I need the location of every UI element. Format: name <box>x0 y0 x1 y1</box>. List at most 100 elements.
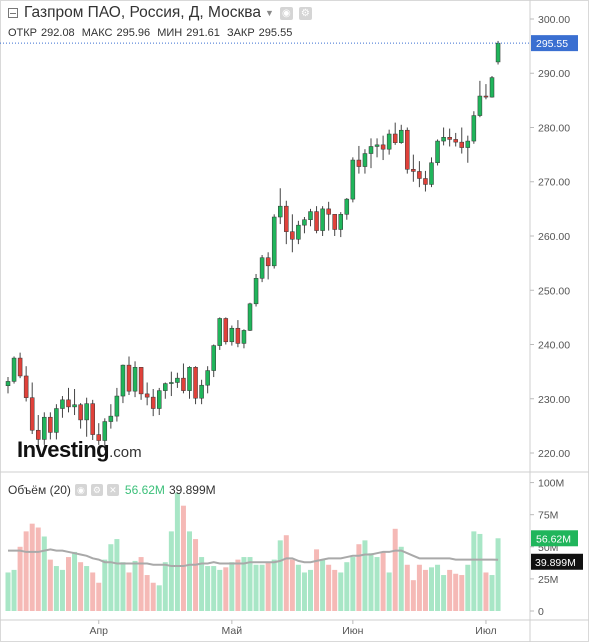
volume-bar <box>120 562 126 611</box>
volume-bar <box>59 569 65 611</box>
visibility-icon[interactable]: ◉ <box>74 484 87 496</box>
chevron-down-icon[interactable]: ▼ <box>264 8 274 18</box>
volume-bar <box>35 527 41 611</box>
volume-ma-line <box>8 548 499 568</box>
volume-bar <box>332 569 338 611</box>
candle-body <box>374 144 380 147</box>
volume-bar <box>132 560 138 611</box>
price-tick-label: 270.00 <box>538 177 570 189</box>
volume-bar <box>477 533 483 611</box>
volume-label: Объём (20) <box>8 483 71 497</box>
high-value: 295.96 <box>116 27 151 39</box>
candle-body <box>78 404 83 421</box>
candle-body <box>247 303 253 331</box>
candle-body <box>205 370 210 386</box>
candle-body <box>23 375 29 398</box>
candle-body <box>265 257 271 267</box>
candle-body <box>90 403 95 435</box>
close-label: ЗАКР <box>226 27 255 39</box>
candle-body <box>411 169 416 172</box>
volume-bar <box>193 539 199 611</box>
candle-body <box>181 377 186 391</box>
candle-body <box>229 327 235 343</box>
candle-body <box>259 257 265 279</box>
volume-tick-label: 100M <box>538 478 564 490</box>
candle-body <box>447 137 452 140</box>
candle-body <box>223 318 229 343</box>
candle-body <box>296 224 301 240</box>
candle-body <box>96 434 101 441</box>
candle-body <box>326 208 331 215</box>
volume-bar <box>174 492 180 611</box>
volume-bar <box>84 566 90 611</box>
candle-body <box>399 129 404 143</box>
candle-body <box>72 404 77 408</box>
volume-bar <box>356 544 362 611</box>
x-tick-label: Июл <box>475 625 496 637</box>
candle-body <box>163 383 168 391</box>
volume-bar <box>344 562 350 611</box>
x-tick-label: Июн <box>342 625 363 637</box>
volume-bar <box>489 575 495 611</box>
candle-body <box>211 345 216 371</box>
candle-body <box>5 381 11 386</box>
gear-icon[interactable]: ⚙ <box>298 6 312 20</box>
volume-bar <box>404 564 410 611</box>
collapse-icon[interactable] <box>8 8 18 18</box>
candle-body <box>417 171 422 179</box>
candle-body <box>320 208 325 231</box>
volume-bar <box>53 566 59 611</box>
close-icon[interactable]: ✕ <box>106 484 119 496</box>
volume-tick-label: 0 <box>538 606 544 618</box>
volume-bar <box>368 553 374 611</box>
candle-body <box>459 141 464 148</box>
candle-body <box>362 153 368 167</box>
candle-body <box>235 327 241 344</box>
volume-bar <box>235 559 241 611</box>
candle-body <box>441 137 446 142</box>
volume-legend: Объём (20) ◉ ⚙ ✕ 56.62M 39.899M <box>8 483 216 497</box>
volume-bar <box>392 528 398 611</box>
candle-body <box>302 219 307 226</box>
volume-ma-value: 39.899M <box>168 483 216 497</box>
candle-body <box>290 231 295 240</box>
candle-body <box>284 205 289 232</box>
volume-bar <box>29 523 35 611</box>
low-value: 291.61 <box>186 27 220 39</box>
volume-bar <box>90 572 96 611</box>
volume-bar <box>447 569 453 611</box>
volume-bar <box>374 557 380 611</box>
candle-body <box>278 205 283 218</box>
volume-bar <box>259 564 265 611</box>
volume-bar <box>180 505 186 611</box>
volume-bar <box>386 572 392 611</box>
volume-bar <box>253 564 259 611</box>
candle-body <box>386 133 392 150</box>
volume-bar <box>144 575 150 611</box>
volume-bar <box>126 572 132 611</box>
candle-body <box>471 115 477 142</box>
volume-bar <box>326 564 332 611</box>
gear-icon[interactable]: ⚙ <box>90 484 103 496</box>
volume-bar <box>429 567 434 611</box>
volume-bar <box>241 557 247 611</box>
volume-bar <box>5 572 11 611</box>
volume-bar <box>483 572 489 611</box>
volume-bar <box>187 531 192 611</box>
volume-bar <box>47 559 53 611</box>
volume-bar <box>108 544 114 611</box>
volume-ma-badge-label: 39.899M <box>535 557 576 569</box>
volume-tick-label: 25M <box>538 574 558 586</box>
visibility-icon[interactable]: ◉ <box>279 6 293 20</box>
volume-tick-label: 75M <box>538 510 558 522</box>
volume-bar <box>459 575 465 611</box>
volume-value-badge-label: 56.62M <box>536 533 571 545</box>
close-value: 295.55 <box>258 27 293 39</box>
price-tick-label: 250.00 <box>538 285 570 297</box>
volume-bar <box>362 540 368 611</box>
candle-body <box>453 139 458 143</box>
volume-bar <box>265 562 271 611</box>
candle-body <box>150 396 156 409</box>
candle-body <box>368 146 374 154</box>
